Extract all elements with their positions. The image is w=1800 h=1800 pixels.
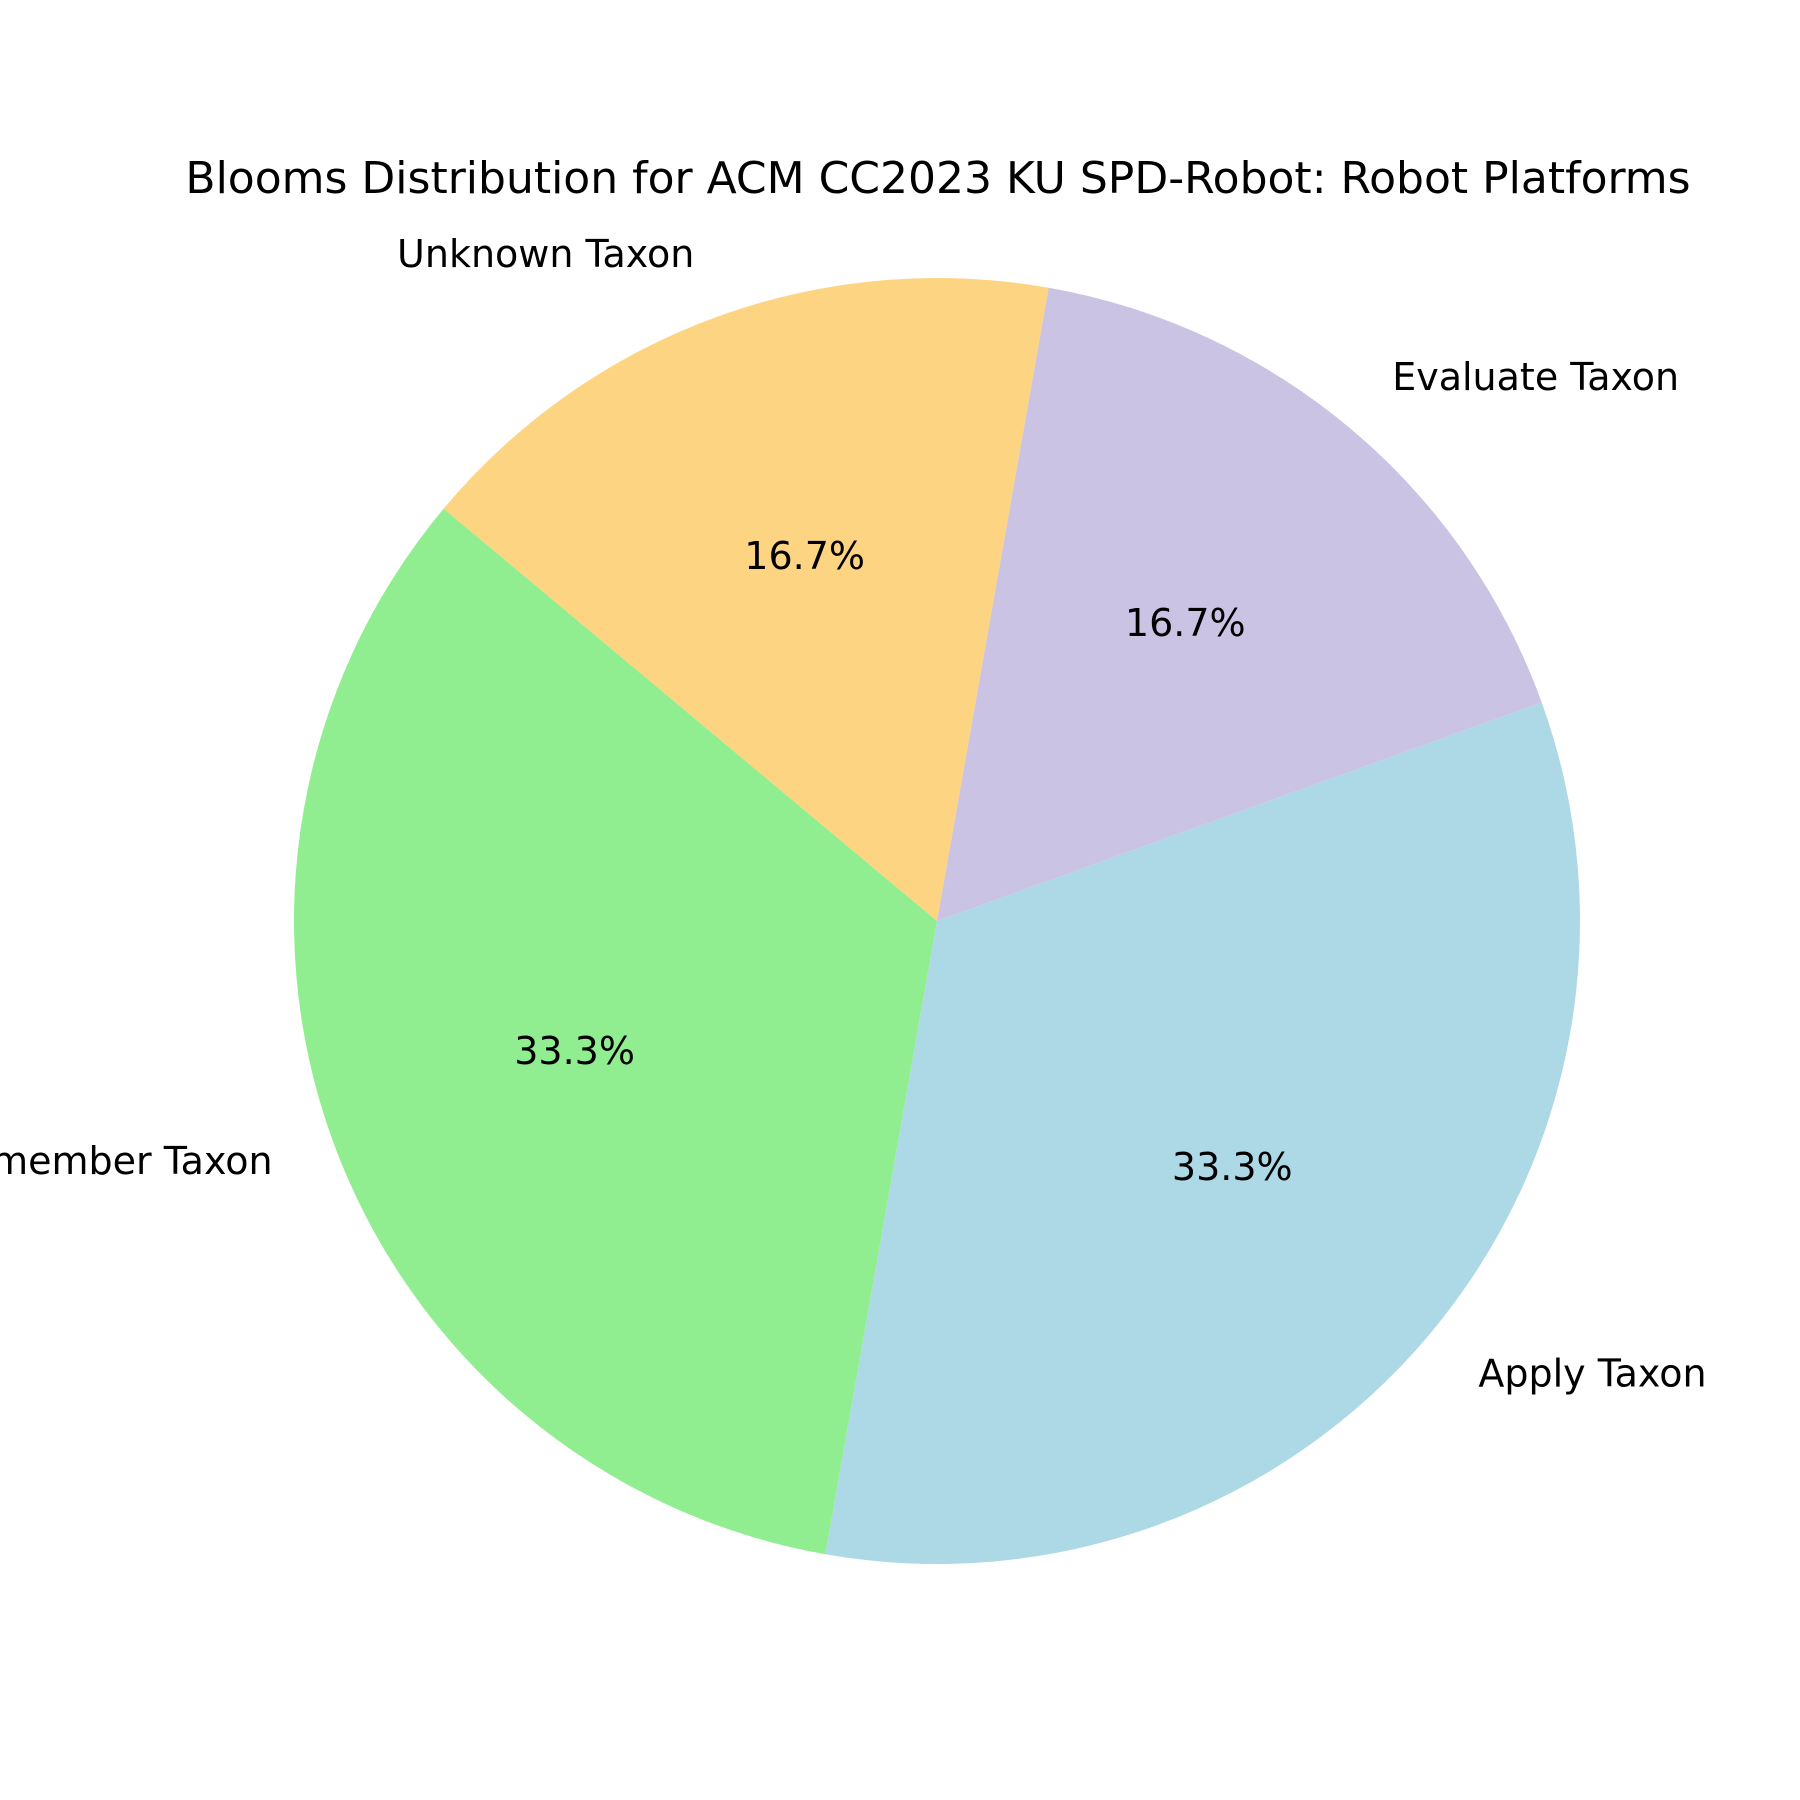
slice-percent-label: 33.3% xyxy=(514,1029,635,1073)
pie-labels: Unknown Taxon 16.7% Remember Taxon 33.3% App… xyxy=(0,232,1707,1396)
slice-label: Unknown Taxon xyxy=(397,232,694,276)
pie-slice-unknown-taxon xyxy=(443,278,1049,922)
pie-slices xyxy=(293,278,1580,1564)
slice-label: Apply Taxon xyxy=(1478,1352,1706,1396)
chart-title: Blooms Distribution for ACM CC2023 KU SP… xyxy=(185,153,1690,204)
slice-percent-label: 16.7% xyxy=(744,534,865,578)
slice-label: Evaluate Taxon xyxy=(1392,355,1679,399)
slice-percent-label: 33.3% xyxy=(1172,1145,1293,1189)
pie-slice-apply-taxon xyxy=(825,702,1580,1564)
pie-slice-evaluate-taxon xyxy=(937,287,1542,921)
slice-percent-label: 16.7% xyxy=(1125,601,1246,645)
pie-slice-remember-taxon xyxy=(293,508,937,1555)
slice-label: Remember Taxon xyxy=(0,1139,273,1183)
